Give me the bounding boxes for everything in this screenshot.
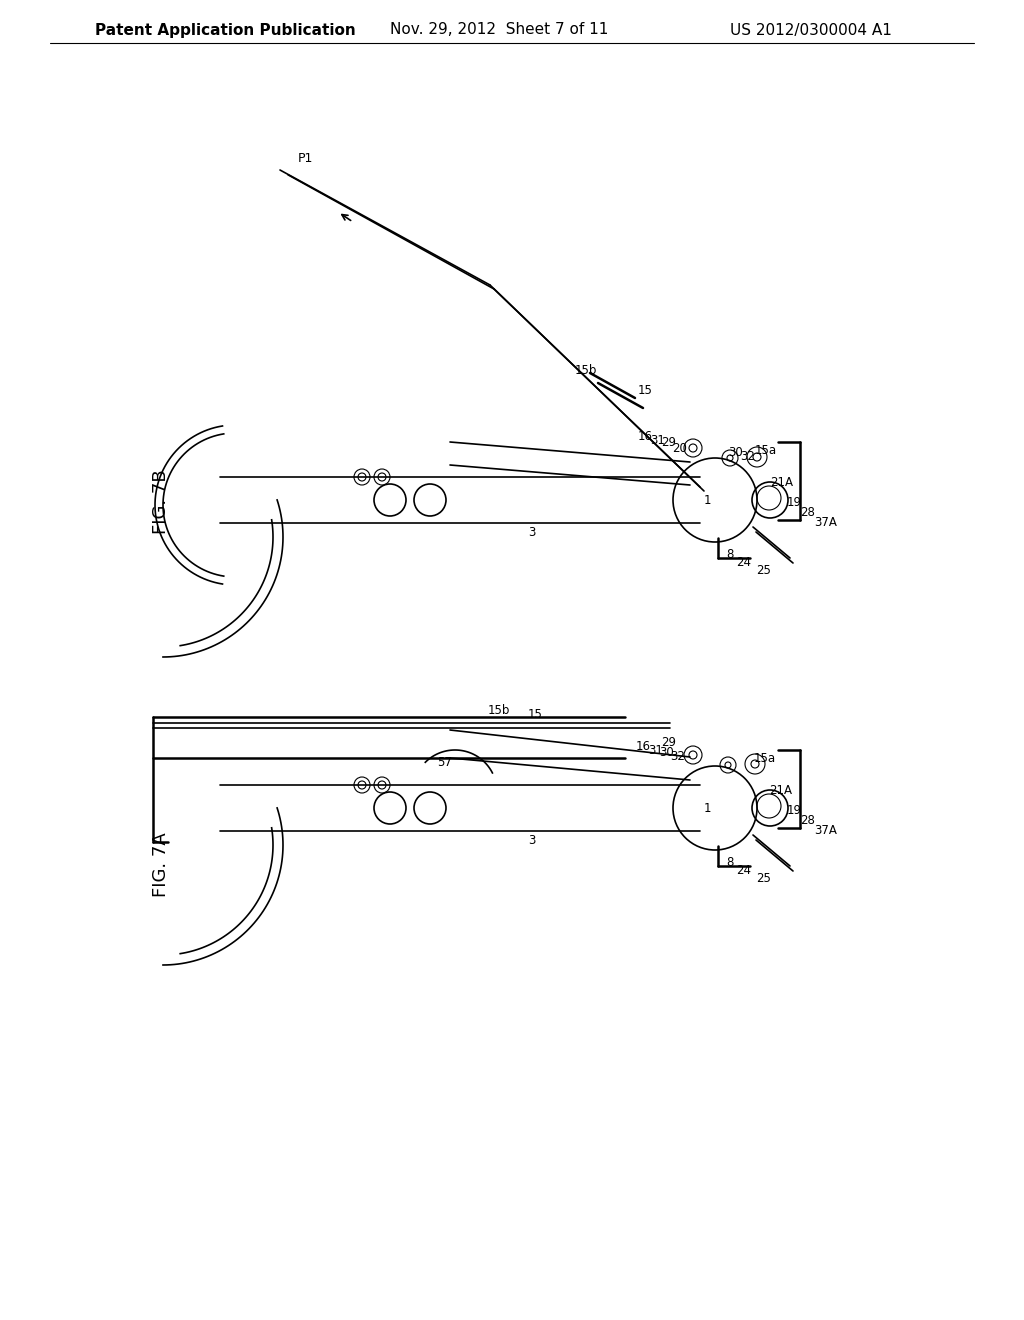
- Text: 15: 15: [638, 384, 653, 396]
- Text: P1: P1: [298, 152, 313, 165]
- Text: 32: 32: [740, 450, 755, 462]
- Text: 24: 24: [736, 557, 751, 569]
- Text: Patent Application Publication: Patent Application Publication: [95, 22, 355, 37]
- Text: 57: 57: [437, 755, 452, 768]
- Text: 32: 32: [670, 751, 685, 763]
- Text: 15b: 15b: [575, 363, 597, 376]
- Text: 15b: 15b: [488, 704, 510, 717]
- Text: 15a: 15a: [755, 444, 777, 457]
- Text: 29: 29: [662, 737, 676, 750]
- Text: 37A: 37A: [814, 516, 837, 529]
- Text: 30: 30: [728, 446, 742, 458]
- Text: 19: 19: [787, 495, 802, 508]
- Text: 28: 28: [800, 813, 815, 826]
- Text: 8: 8: [726, 857, 733, 870]
- Text: 15: 15: [528, 709, 543, 722]
- Text: Nov. 29, 2012  Sheet 7 of 11: Nov. 29, 2012 Sheet 7 of 11: [390, 22, 608, 37]
- Text: 8: 8: [726, 549, 733, 561]
- Text: FIG. 7A: FIG. 7A: [152, 833, 170, 898]
- Text: 28: 28: [800, 506, 815, 519]
- Text: 31: 31: [648, 743, 663, 756]
- Text: 37A: 37A: [814, 825, 837, 837]
- Text: 31: 31: [650, 433, 665, 446]
- Text: FIG. 7B: FIG. 7B: [152, 470, 170, 535]
- Text: 3: 3: [528, 525, 536, 539]
- Text: US 2012/0300004 A1: US 2012/0300004 A1: [730, 22, 892, 37]
- Text: 29: 29: [662, 437, 676, 450]
- Text: 25: 25: [756, 564, 771, 577]
- Text: 15a: 15a: [754, 751, 776, 764]
- Text: 24: 24: [736, 865, 751, 878]
- Text: 21A: 21A: [770, 475, 793, 488]
- Text: 16: 16: [636, 739, 651, 752]
- Text: 1: 1: [705, 494, 712, 507]
- Text: 21A: 21A: [769, 784, 792, 796]
- Text: 20: 20: [672, 441, 687, 454]
- Text: 25: 25: [756, 871, 771, 884]
- Text: 1: 1: [705, 801, 712, 814]
- Text: 3: 3: [528, 833, 536, 846]
- Text: 16: 16: [638, 429, 653, 442]
- Text: 30: 30: [659, 747, 674, 759]
- Text: 19: 19: [787, 804, 802, 817]
